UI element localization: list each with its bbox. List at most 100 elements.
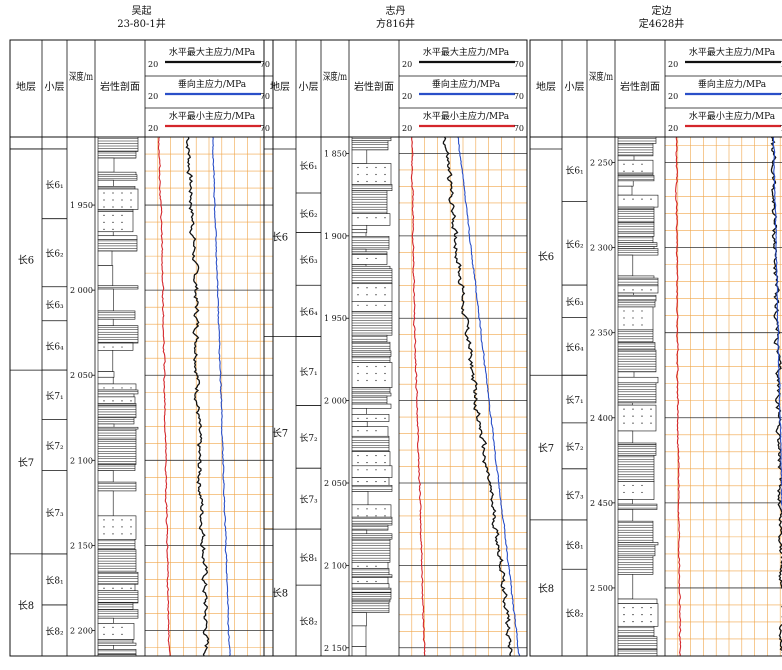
lithology-siltstone-bed: [617, 236, 654, 243]
lithology-sand-dot: [112, 206, 114, 208]
lithology-sand-dot: [384, 454, 386, 457]
legend-scale-max: 70: [514, 60, 524, 69]
sublayer-label: 长8₁: [565, 540, 583, 552]
header-depth: 深度/m: [69, 70, 93, 83]
depth-tick-label: 1 850: [324, 149, 347, 158]
lithology-sand-dot: [366, 372, 368, 375]
lithology-sand-dot: [641, 163, 643, 165]
lithology-sand-dot: [357, 173, 359, 176]
panel-frame: [529, 39, 782, 657]
lithology-sand-dot: [650, 408, 652, 410]
sublayer-label: 长7₂: [299, 432, 318, 444]
lithology-sand-dot: [130, 526, 132, 528]
sublayer-label: 长8₂: [565, 608, 584, 620]
lithology-siltstone-bed: [351, 184, 393, 191]
lithology-sand-dot: [357, 480, 359, 483]
lithology-sand-dot: [366, 166, 368, 169]
lithology-siltstone-bed: [617, 242, 658, 247]
legend-scale-max: 70: [260, 60, 270, 69]
lithology-sandstone-bed: [617, 542, 659, 546]
lithology-siltstone-bed: [351, 387, 391, 394]
lithology-sandstone-bed: [97, 583, 136, 592]
sublayer-label: 长6₃: [45, 299, 64, 311]
lithology-mudstone-bed: [617, 254, 634, 277]
lithology-siltstone-bed: [97, 174, 138, 181]
lithology-sandstone-bed: [617, 404, 657, 432]
lithology-sand-dot: [650, 607, 652, 609]
lithology-sand-dot: [366, 257, 368, 260]
lithology-sand-dot: [112, 214, 114, 216]
formation-label: 长6: [18, 255, 34, 267]
lithology-sand-dot: [357, 257, 359, 260]
lithology-sand-dot: [641, 415, 643, 417]
lithology-sand-dot: [103, 519, 105, 521]
lithology-sand-dot: [121, 633, 123, 636]
lithology-sand-dot: [121, 519, 123, 521]
sublayer-label: 长7₁: [299, 366, 317, 378]
lithology-sand-dot: [632, 422, 634, 424]
lithology-siltstone-bed: [617, 649, 658, 657]
lithology-sand-dot: [375, 287, 377, 289]
lithology-sand-dot: [384, 180, 386, 183]
legend-scale-max: 70: [260, 124, 270, 133]
lithology-sand-dot: [121, 228, 123, 230]
lithology-sand-dot: [375, 379, 377, 382]
legend-scale-max: 70: [780, 124, 782, 133]
sublayer-label: 长7₃: [299, 494, 318, 506]
sublayer-label: 长7₃: [565, 489, 584, 501]
lithology-sand-dot: [623, 289, 625, 291]
lithology-sand-dot: [366, 565, 368, 567]
lithology-sand-dot: [357, 417, 359, 419]
lithology-sand-dot: [130, 192, 132, 194]
legend-vertical-label: 垂向主应力/MPa: [432, 78, 501, 90]
lithology-sand-dot: [384, 515, 386, 517]
lithology-sand-dot: [103, 199, 105, 201]
lithology-sand-dot: [632, 310, 634, 312]
lithology-siltstone-bed: [617, 349, 657, 373]
lithology-sand-dot: [632, 324, 634, 326]
lithology-sand-dot: [121, 206, 123, 208]
lithology-sand-dot: [632, 289, 634, 291]
lithology-sandstone-bed: [351, 403, 392, 409]
lithology-sand-dot: [357, 508, 359, 510]
header-sublayer: 小层: [299, 81, 319, 93]
legend-scale-min: 20: [402, 60, 412, 69]
lithology-sand-dot: [375, 430, 377, 432]
lithology-sand-dot: [384, 508, 386, 510]
lithology-siltstone-bed: [97, 389, 139, 395]
depth-tick-label: 2 200: [70, 626, 93, 635]
lithology-sand-dot: [375, 515, 377, 517]
lithology-sand-dot: [650, 614, 652, 616]
lithology-sand-dot: [103, 400, 105, 402]
lithology-sand-dot: [103, 346, 105, 348]
depth-tick-label: 2 400: [590, 414, 613, 423]
lithology-sand-dot: [623, 408, 625, 410]
lithology-sand-dot: [112, 633, 114, 636]
lithology-sand-dot: [112, 228, 114, 230]
lithology-sand-dot: [103, 387, 105, 389]
lithology-sand-dot: [632, 415, 634, 417]
lithology-siltstone-bed: [617, 175, 655, 182]
lithology-sand-dot: [375, 365, 377, 368]
lithology-sand-dot: [130, 199, 132, 201]
legend-hmin-label: 水平最小主应力/MPa: [689, 110, 776, 122]
lithology-sand-dot: [384, 480, 386, 483]
lithology-sand-dot: [632, 607, 634, 609]
lithology-sand-dot: [103, 228, 105, 230]
lithology-mudstone-bed: [97, 617, 114, 624]
lithology-sand-dot: [641, 422, 643, 424]
lithology-sand-dot: [375, 180, 377, 183]
depth-tick-label: 2 100: [324, 561, 347, 570]
header-formation: 地层: [16, 80, 36, 93]
lithology-sand-dot: [366, 365, 368, 368]
lithology-sand-dot: [375, 580, 377, 583]
legend-scale-min: 20: [148, 124, 158, 133]
lithology-sand-dot: [366, 430, 368, 432]
well-id: 定4628井: [639, 17, 684, 30]
lithology-sand-dot: [384, 372, 386, 375]
lithology-sand-dot: [121, 526, 123, 528]
lithology-siltstone-bed: [97, 590, 139, 604]
lithology-sand-dot: [366, 454, 368, 457]
